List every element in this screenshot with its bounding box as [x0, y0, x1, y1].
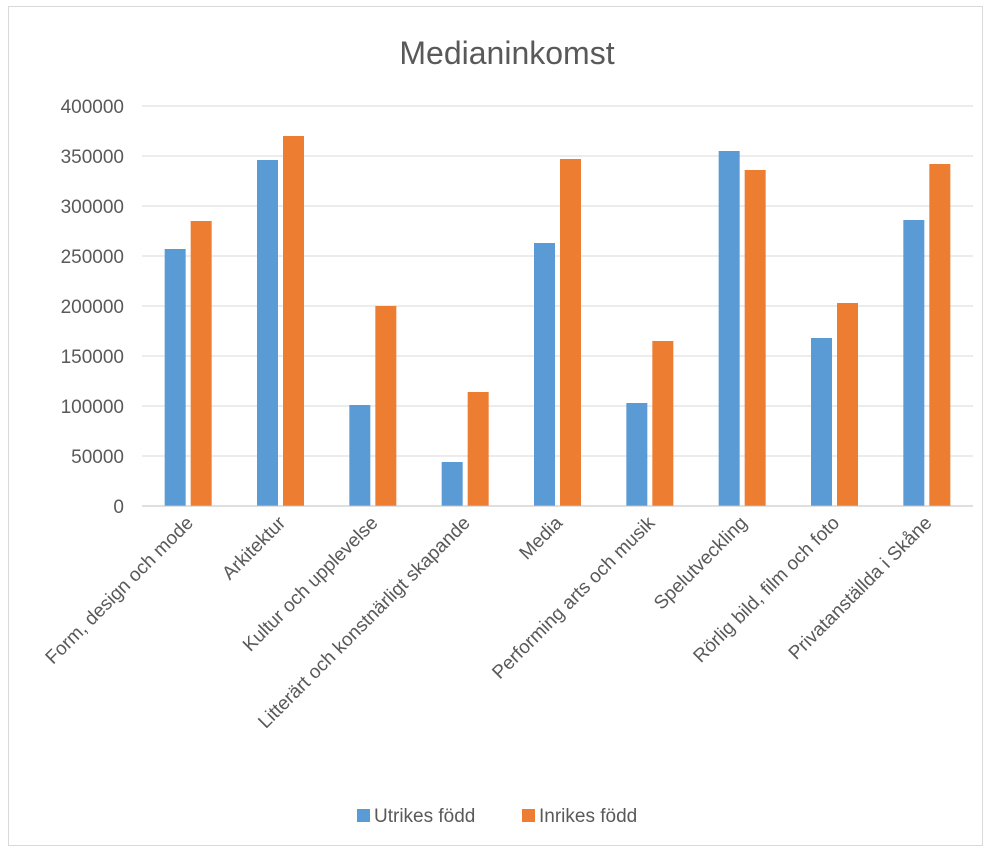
x-tick-label: Form, design och mode [42, 513, 198, 669]
bar-inrikes [283, 136, 304, 506]
bar-inrikes [837, 303, 858, 506]
legend: Utrikes född Inrikes född [357, 806, 637, 827]
legend-label: Utrikes född [374, 806, 475, 827]
gridlines [142, 105, 973, 457]
legend-label: Inrikes född [539, 806, 637, 827]
bar-inrikes [375, 306, 397, 506]
bar-utrikes [718, 151, 740, 506]
y-tick-label: 200000 [61, 297, 124, 318]
bar-inrikes [560, 159, 581, 506]
x-tick-label: Performing arts och musik [488, 512, 659, 683]
y-tick-label: 100000 [61, 397, 124, 418]
bar-inrikes [744, 170, 766, 506]
bar-inrikes [467, 392, 489, 506]
y-tick-label: 350000 [61, 147, 124, 168]
y-tick-label: 400000 [61, 97, 124, 118]
y-tick-label: 150000 [61, 347, 124, 368]
chart-title: Medianinkomst [399, 35, 614, 71]
bar-utrikes [257, 160, 278, 506]
bar-inrikes [190, 221, 212, 506]
bar-utrikes [349, 405, 371, 506]
x-tick-label: Spelutveckling [650, 513, 751, 614]
bar-inrikes [652, 341, 674, 506]
y-tick-label: 50000 [71, 447, 124, 468]
bar-inrikes [929, 164, 951, 506]
bar-utrikes [903, 220, 925, 506]
x-tick-label: Media [516, 512, 568, 564]
y-axis-tick-labels: 0 50000 100000 150000 200000 250000 300000 3500… [61, 97, 124, 518]
bar-utrikes [811, 338, 832, 506]
bar-utrikes [164, 249, 186, 506]
x-tick-label: Arkitektur [218, 512, 290, 584]
x-tick-label: Litterärt och konstnärligt skapande [254, 513, 474, 733]
legend-swatch [357, 809, 370, 822]
bar-utrikes [626, 403, 648, 506]
bars [164, 136, 951, 506]
y-tick-label: 300000 [61, 197, 124, 218]
y-tick-label: 0 [113, 497, 124, 518]
bar-utrikes [441, 462, 463, 506]
bar-utrikes [534, 243, 555, 506]
y-tick-label: 250000 [61, 247, 124, 268]
legend-swatch [522, 809, 535, 822]
